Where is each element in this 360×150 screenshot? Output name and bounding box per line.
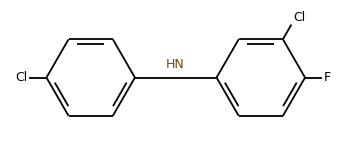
Text: Cl: Cl (15, 71, 28, 84)
Text: HN: HN (166, 58, 184, 71)
Text: Cl: Cl (293, 11, 305, 24)
Text: F: F (324, 71, 331, 84)
